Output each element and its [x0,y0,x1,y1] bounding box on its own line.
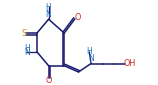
Text: S: S [21,29,27,38]
Text: H: H [46,3,52,12]
Text: OH: OH [124,59,136,68]
Text: O: O [45,76,52,85]
Text: N: N [24,48,30,57]
Text: N: N [88,54,94,63]
Text: O: O [74,13,80,22]
Text: N: N [46,10,52,19]
Text: H: H [24,44,30,53]
Text: H: H [86,47,92,56]
